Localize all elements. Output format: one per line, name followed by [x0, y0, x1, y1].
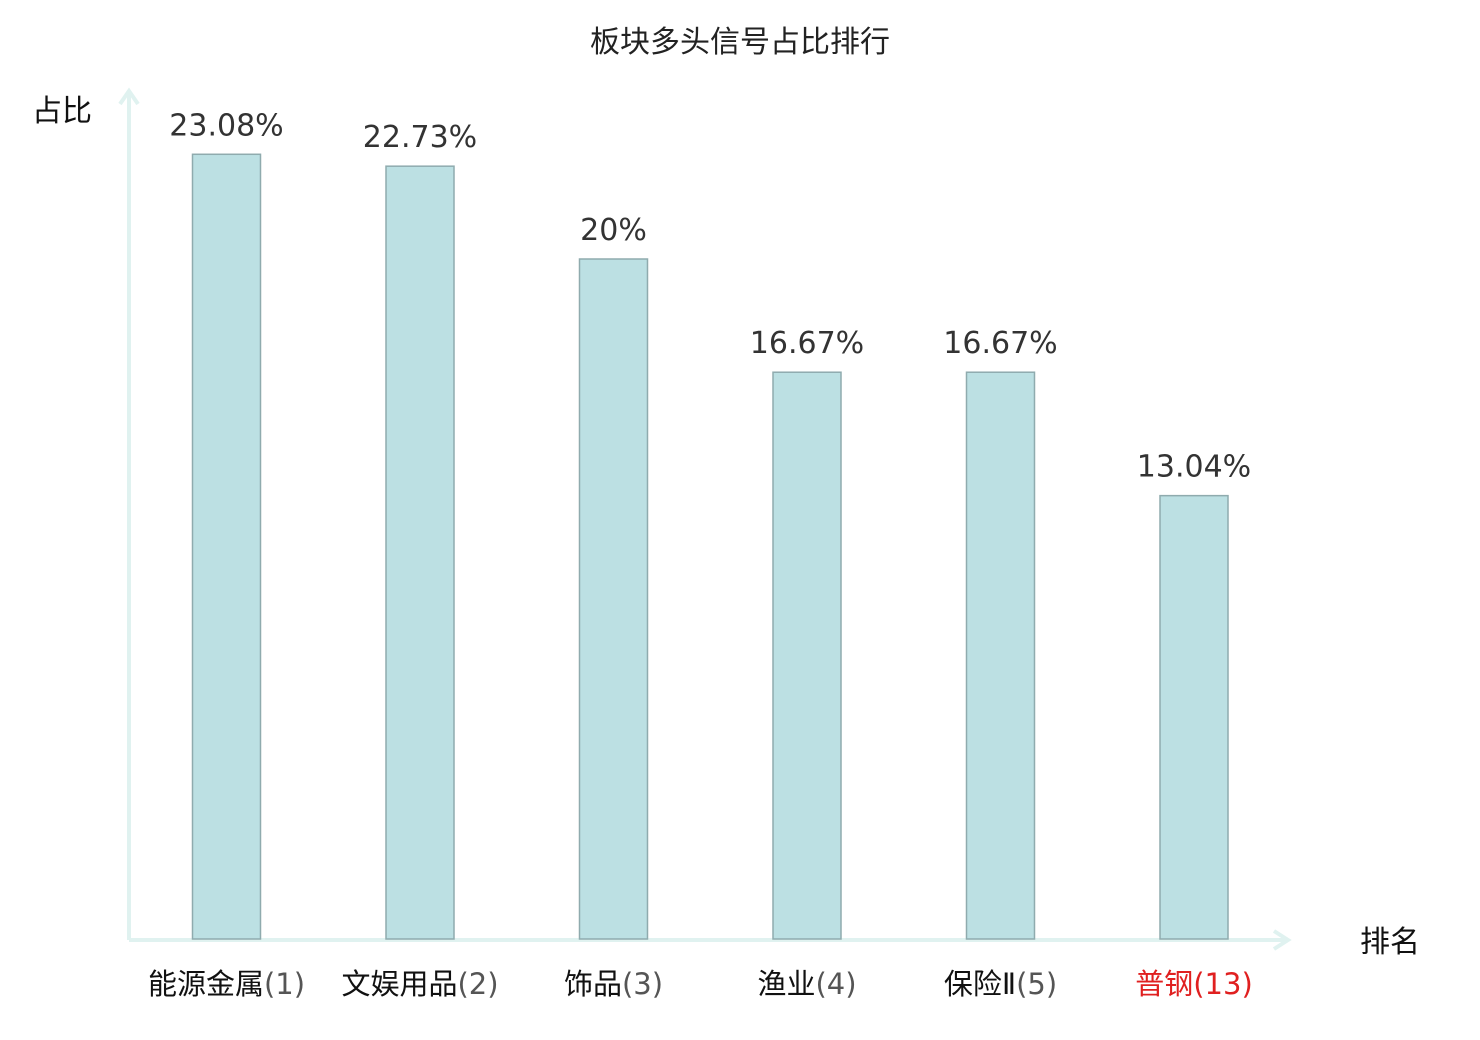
- bar: [965, 371, 1036, 940]
- category-tick-label: 普钢(13): [1135, 967, 1253, 1001]
- bar: [772, 371, 842, 940]
- chart-title: 板块多头信号占比排行: [590, 25, 890, 60]
- category-rank: (3): [622, 967, 663, 1001]
- data-label: 23.08%: [169, 108, 283, 143]
- data-label: 16.67%: [750, 326, 864, 361]
- y-axis-label: 占比: [32, 94, 92, 129]
- data-label: 13.04%: [1137, 450, 1251, 485]
- category-tick-label: 渔业(4): [757, 967, 856, 1001]
- category-tick-label: 饰品(3): [564, 967, 663, 1001]
- category-rank: (5): [1016, 967, 1057, 1001]
- category-rank: (1): [264, 967, 305, 1001]
- bars: [191, 153, 1229, 940]
- category-rank: (4): [815, 967, 856, 1001]
- bar: [191, 153, 262, 940]
- category-labels: 能源金属(1) 文娱用品(2) 饰品(3) 渔业(4) 保险Ⅱ(5) 普钢(13): [148, 967, 1253, 1001]
- category-name: 渔业: [757, 967, 815, 1001]
- data-label: 22.73%: [363, 120, 477, 155]
- category-name: 保险Ⅱ: [944, 967, 1016, 1001]
- axes: [118, 87, 1292, 951]
- data-label: 20%: [580, 213, 647, 248]
- category-tick-label: 保险Ⅱ(5): [944, 967, 1057, 1001]
- y-axis-arrow: [118, 87, 140, 106]
- category-name: 饰品: [564, 967, 622, 1001]
- category-tick-label: 能源金属(1): [148, 967, 305, 1001]
- category-tick-label: 文娱用品(2): [341, 967, 498, 1001]
- value-labels: 23.08% 22.73% 20% 16.67% 16.67% 13.04%: [169, 108, 1251, 484]
- x-axis-label: 排名: [1360, 925, 1420, 960]
- category-name: 文娱用品: [341, 967, 457, 1001]
- category-rank: (13): [1193, 967, 1253, 1001]
- bar: [578, 258, 649, 940]
- data-label: 16.67%: [943, 326, 1057, 361]
- x-axis-arrow: [1272, 929, 1292, 951]
- bar: [385, 165, 455, 940]
- bar: [1159, 494, 1229, 940]
- category-name: 普钢: [1135, 967, 1193, 1001]
- category-name: 能源金属: [148, 967, 264, 1001]
- category-rank: (2): [457, 967, 498, 1001]
